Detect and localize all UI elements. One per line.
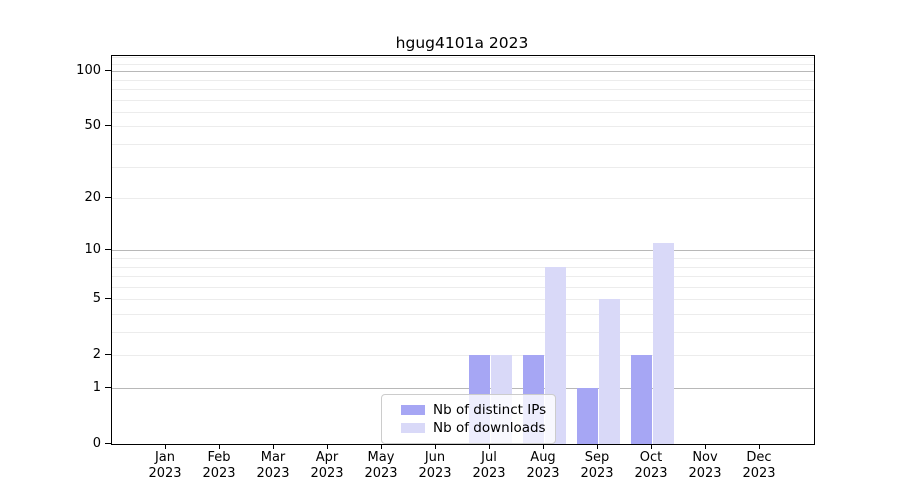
y-axis-tick-label: 2 [92,346,101,362]
gridline-minor [112,56,814,58]
x-axis-tick-label: Aug 2023 [526,450,560,481]
y-axis-tick [105,249,111,251]
x-axis-tick-label: May 2023 [364,450,398,481]
plot-area [111,55,815,445]
gridline-major [112,71,814,73]
gridline-minor [112,258,814,260]
y-axis-tick [105,387,111,389]
bar-distinct-ips [576,388,598,444]
gridline-minor [112,144,814,146]
gridline-minor [112,266,814,268]
legend-swatch-downloads [401,423,425,433]
gridline-minor [112,99,814,101]
gridline-minor [112,89,814,91]
y-axis-tick-label: 50 [84,117,101,133]
x-axis-tick [435,444,436,449]
x-axis-tick-label: Jan 2023 [148,450,182,481]
chart-title: hgug4101a 2023 [395,34,529,52]
bar-distinct-ips [630,355,652,444]
y-axis-tick-label: 5 [92,290,101,306]
x-axis-tick-label: Mar 2023 [256,450,290,481]
x-axis-tick [759,444,760,449]
gridline-minor [112,355,814,357]
gridline-minor [112,79,814,81]
x-axis-tick [597,444,598,449]
legend: Nb of distinct IPs Nb of downloads [381,394,557,444]
gridline-minor [112,276,814,278]
legend-swatch-distinct-ips [401,405,425,415]
legend-item-distinct-ips: Nb of distinct IPs [401,401,546,419]
gridline-minor [112,126,814,128]
gridline-minor [112,286,814,288]
y-axis-tick [105,125,111,127]
y-axis-tick [105,298,111,300]
x-axis-tick [489,444,490,449]
x-axis-tick-label: Nov 2023 [688,450,722,481]
gridline-minor [112,166,814,168]
x-axis-tick-label: Jun 2023 [418,450,452,481]
gridline-minor [112,299,814,301]
y-axis-tick [105,354,111,356]
x-axis-tick-label: Apr 2023 [310,450,344,481]
y-axis-tick [105,443,111,444]
y-axis-tick-label: 100 [76,62,101,78]
gridline-minor [112,63,814,65]
y-axis-tick [105,70,111,72]
gridline-major [112,250,814,252]
bar-downloads [652,243,674,444]
y-axis-tick-label: 1 [92,379,101,395]
x-axis-tick [165,444,166,449]
y-axis-tick-label: 20 [84,189,101,205]
x-axis-tick-label: Sep 2023 [580,450,614,481]
legend-label-downloads: Nb of downloads [433,420,546,436]
x-axis-tick [381,444,382,449]
legend-item-downloads: Nb of downloads [401,419,546,437]
y-axis-tick [105,197,111,199]
x-axis-tick-label: Jul 2023 [472,450,506,481]
legend-label-distinct-ips: Nb of distinct IPs [433,402,547,418]
bar-downloads [598,299,620,444]
x-axis-tick-label: Feb 2023 [202,450,236,481]
x-axis-tick-label: Oct 2023 [634,450,668,481]
gridline-minor [112,111,814,113]
x-axis-tick [327,444,328,449]
x-axis-tick [543,444,544,449]
x-axis-tick [273,444,274,449]
x-axis-tick [219,444,220,449]
y-axis-tick-label: 0 [92,435,101,451]
gridline-minor [112,314,814,315]
x-axis-tick [651,444,652,449]
gridline-minor [112,198,814,200]
x-axis-tick-label: Dec 2023 [742,450,776,481]
gridline-minor [112,332,814,334]
gridline-major [112,388,814,390]
x-axis-tick [705,444,706,449]
y-axis-tick-label: 10 [84,241,101,257]
